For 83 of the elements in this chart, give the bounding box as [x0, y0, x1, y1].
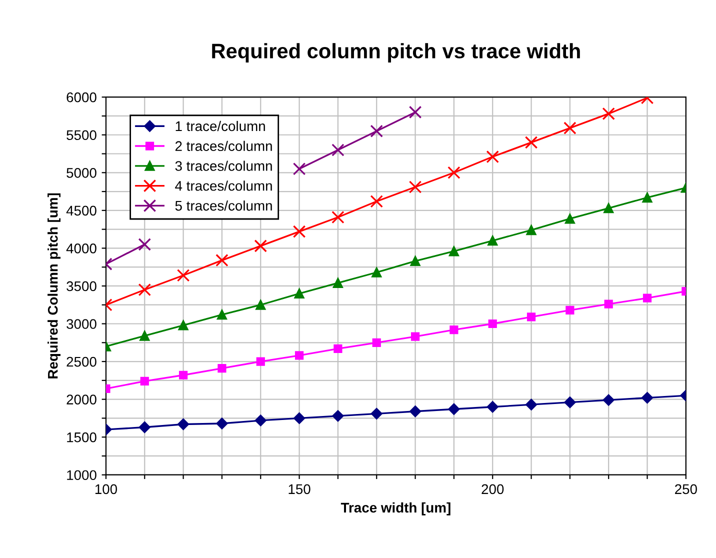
point: [176, 269, 190, 282]
point: [448, 246, 459, 256]
point: [256, 357, 265, 366]
point: [450, 325, 458, 334]
point: [604, 300, 613, 308]
point: [642, 294, 652, 302]
point: [332, 144, 344, 156]
point: [604, 203, 614, 214]
point: [486, 150, 499, 164]
legend-label: 4 traces/column: [175, 180, 272, 191]
point: [216, 310, 227, 320]
point: [408, 180, 422, 194]
point: [178, 320, 188, 330]
point: [448, 166, 460, 180]
point: [372, 267, 382, 278]
point: [256, 300, 266, 310]
point: [178, 370, 188, 380]
point: [488, 236, 498, 246]
legend-label: 2 traces/column: [175, 140, 272, 152]
point: [292, 162, 306, 176]
point: [410, 406, 422, 418]
point: [408, 106, 422, 119]
x-tick-label: 100: [95, 484, 118, 494]
point: [410, 256, 420, 266]
point: [138, 238, 152, 251]
point: [294, 288, 304, 299]
y-tick-label: 1500: [67, 432, 96, 442]
point: [138, 283, 152, 296]
legend-label: 1 trace/column: [176, 120, 265, 132]
point: [526, 225, 536, 236]
point: [526, 312, 536, 322]
x-axis-title: Trace width [um]: [340, 502, 450, 516]
y-tick-label: 1000: [67, 470, 96, 480]
legend-label: 3 traces/column: [175, 160, 272, 171]
y-tick-label: 4000: [66, 244, 96, 254]
x-tick-label: 200: [482, 484, 504, 494]
point: [370, 194, 384, 208]
y-tick-label: 2000: [66, 394, 96, 404]
point: [332, 410, 344, 422]
point: [332, 210, 344, 224]
point: [216, 254, 228, 267]
point: [140, 330, 150, 341]
point: [602, 107, 615, 120]
x-tick-label: 150: [288, 484, 310, 494]
y-tick-label: 6000: [66, 92, 96, 102]
point: [486, 401, 498, 413]
y-tick-label: 3500: [66, 281, 96, 292]
point: [488, 319, 497, 328]
y-tick-label: 2500: [66, 356, 96, 367]
point: [524, 136, 538, 149]
point: [140, 376, 149, 386]
point: [254, 414, 266, 426]
point: [564, 396, 576, 408]
y-tick-label: 3000: [66, 319, 96, 329]
point: [410, 332, 420, 341]
point: [334, 344, 342, 353]
legend-label: 5 traces/column: [175, 200, 272, 211]
x-tick-label: 250: [675, 484, 697, 494]
point: [642, 192, 652, 203]
point: [642, 392, 654, 404]
point: [526, 398, 538, 410]
point: [292, 225, 306, 238]
point: [294, 351, 304, 360]
point: [372, 338, 381, 347]
point: [218, 364, 226, 373]
point: [138, 422, 150, 434]
point: [370, 408, 382, 420]
y-tick-label: 4500: [66, 206, 96, 216]
point: [216, 418, 228, 430]
point: [294, 412, 306, 424]
point: [332, 278, 343, 288]
point: [566, 306, 574, 314]
point: [564, 122, 576, 134]
chart-title: Required column pitch vs trace width: [212, 43, 580, 63]
point: [178, 418, 190, 430]
y-tick-label: 5000: [66, 168, 96, 178]
point: [564, 214, 575, 224]
point: [370, 124, 384, 138]
point: [602, 394, 614, 406]
y-axis-title: Required Column pitch [um]: [48, 193, 60, 378]
y-tick-label: 5500: [66, 130, 96, 140]
point: [448, 403, 460, 415]
point: [254, 240, 268, 252]
